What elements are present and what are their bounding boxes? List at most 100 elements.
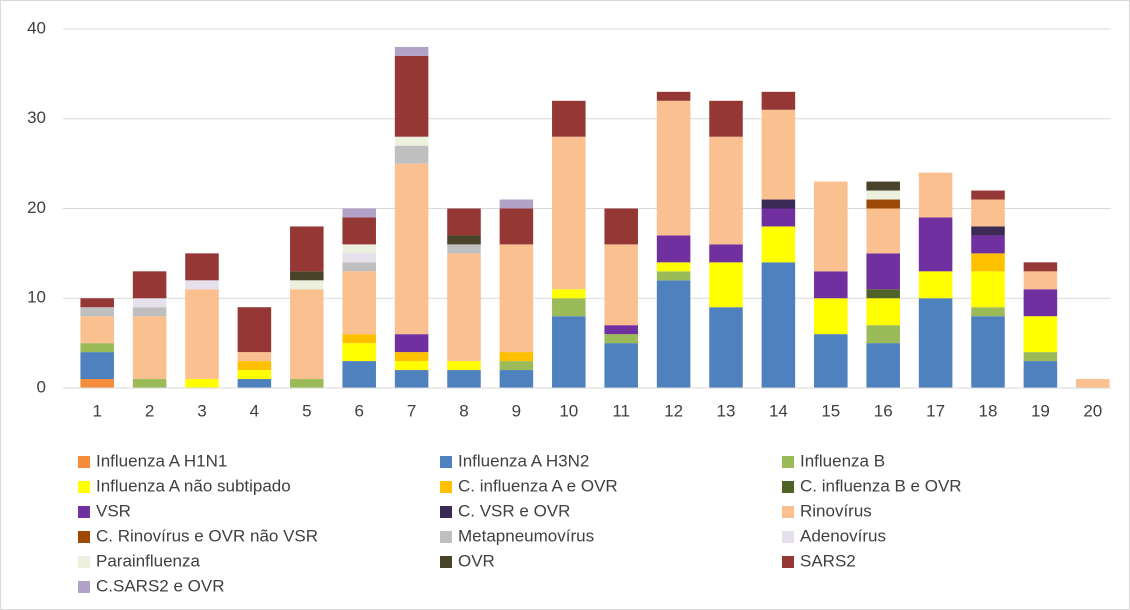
bar-segment xyxy=(394,136,429,146)
legend-swatch xyxy=(440,531,452,543)
bar-segment xyxy=(132,379,167,388)
legend-swatch xyxy=(782,481,794,493)
bar-segment xyxy=(447,235,481,245)
legend-swatch xyxy=(440,556,452,568)
bar-segment xyxy=(237,379,272,388)
bar-segment xyxy=(80,379,114,388)
bar-segment xyxy=(761,199,796,209)
legend-label: Parainfluenza xyxy=(96,551,201,570)
bar-segment xyxy=(866,289,900,299)
legend-swatch xyxy=(78,481,90,493)
bar-segment xyxy=(342,343,376,362)
legend-swatch xyxy=(78,581,90,593)
bar-segment xyxy=(866,298,900,326)
bar-segment xyxy=(971,316,1005,388)
bar-segment xyxy=(342,361,376,388)
x-tick-label: 9 xyxy=(512,401,521,420)
bar-segment xyxy=(185,280,219,290)
bar-segment xyxy=(342,262,376,272)
bar-segment xyxy=(447,208,481,236)
bar-segment xyxy=(290,379,324,388)
bar-segment xyxy=(447,244,481,254)
legend-label: C.SARS2 e OVR xyxy=(96,576,225,595)
bar-segment xyxy=(709,262,743,308)
bar-segment xyxy=(499,352,534,362)
x-tick-label: 7 xyxy=(407,401,416,420)
bar-segment xyxy=(499,361,534,371)
legend-label: C. Rinovírus e OVR não VSR xyxy=(96,526,318,545)
bar-segment xyxy=(552,100,586,137)
x-tick-label: 1 xyxy=(92,401,101,420)
bar-segment xyxy=(971,226,1005,236)
bar-segment xyxy=(1076,379,1110,388)
legend-label: Influenza A H3N2 xyxy=(458,451,589,470)
x-tick-label: 4 xyxy=(250,401,259,420)
x-tick-label: 15 xyxy=(821,401,840,420)
bar-segment xyxy=(971,190,1005,200)
x-tick-label: 14 xyxy=(769,401,788,420)
x-tick-label: 5 xyxy=(302,401,311,420)
x-tick-label: 20 xyxy=(1083,401,1102,420)
x-tick-label: 13 xyxy=(717,401,736,420)
bar-segment xyxy=(1023,262,1058,272)
bar-segment xyxy=(866,199,900,209)
legend-label: Metapneumovírus xyxy=(458,526,594,545)
bar-segment xyxy=(394,334,429,353)
bar-segment xyxy=(604,343,638,388)
bar-segment xyxy=(290,226,324,272)
x-tick-label: 10 xyxy=(559,401,578,420)
legend-swatch xyxy=(440,506,452,518)
bar-segment xyxy=(290,280,324,290)
bar-segment xyxy=(656,235,691,263)
bar-segment xyxy=(1023,289,1058,317)
y-tick-label: 40 xyxy=(27,18,46,37)
bar-segment xyxy=(185,379,219,388)
legend-swatch xyxy=(78,506,90,518)
bar-segment xyxy=(447,370,481,388)
bar-segment xyxy=(918,298,953,388)
bar-segment xyxy=(394,352,429,362)
bar-segment xyxy=(604,208,638,245)
bar-segment xyxy=(866,208,900,254)
bar-segment xyxy=(552,289,586,299)
bar-segment xyxy=(866,325,900,344)
bar-segment xyxy=(80,343,114,353)
bar-segment xyxy=(237,361,272,371)
y-tick-label: 10 xyxy=(27,288,46,307)
legend-label: Influenza A H1N1 xyxy=(96,451,227,470)
bar-segment xyxy=(552,316,586,388)
bar-segment xyxy=(971,235,1005,254)
bar-segment xyxy=(237,307,272,353)
y-tick-label: 0 xyxy=(37,377,46,396)
bar-segment xyxy=(342,271,376,335)
bar-segment xyxy=(866,181,900,191)
bar-segment xyxy=(342,253,376,263)
legend-label: OVR xyxy=(458,551,495,570)
bar-segment xyxy=(185,253,219,281)
legend-swatch xyxy=(782,506,794,518)
bar-segment xyxy=(604,325,638,335)
y-tick-label: 20 xyxy=(27,198,46,217)
bar-segment xyxy=(342,334,376,344)
bar-segment xyxy=(971,307,1005,317)
bar-segment xyxy=(761,208,796,227)
bar-segment xyxy=(1023,271,1058,290)
bar-segment xyxy=(499,199,534,209)
bar-segment xyxy=(866,190,900,200)
legend-swatch xyxy=(782,556,794,568)
bar-segment xyxy=(394,361,429,371)
bar-segment xyxy=(709,307,743,388)
bar-segment xyxy=(394,370,429,388)
x-tick-label: 6 xyxy=(354,401,363,420)
bar-segment xyxy=(290,271,324,281)
bar-segment xyxy=(447,361,481,371)
bar-segment xyxy=(814,298,848,335)
bar-segment xyxy=(814,181,848,272)
legend-label: Adenovírus xyxy=(800,526,886,545)
legend-swatch xyxy=(78,556,90,568)
bar-segment xyxy=(552,298,586,317)
bar-segment xyxy=(761,91,796,110)
bar-segment xyxy=(918,172,953,218)
legend-label: C. influenza B e OVR xyxy=(800,476,962,495)
